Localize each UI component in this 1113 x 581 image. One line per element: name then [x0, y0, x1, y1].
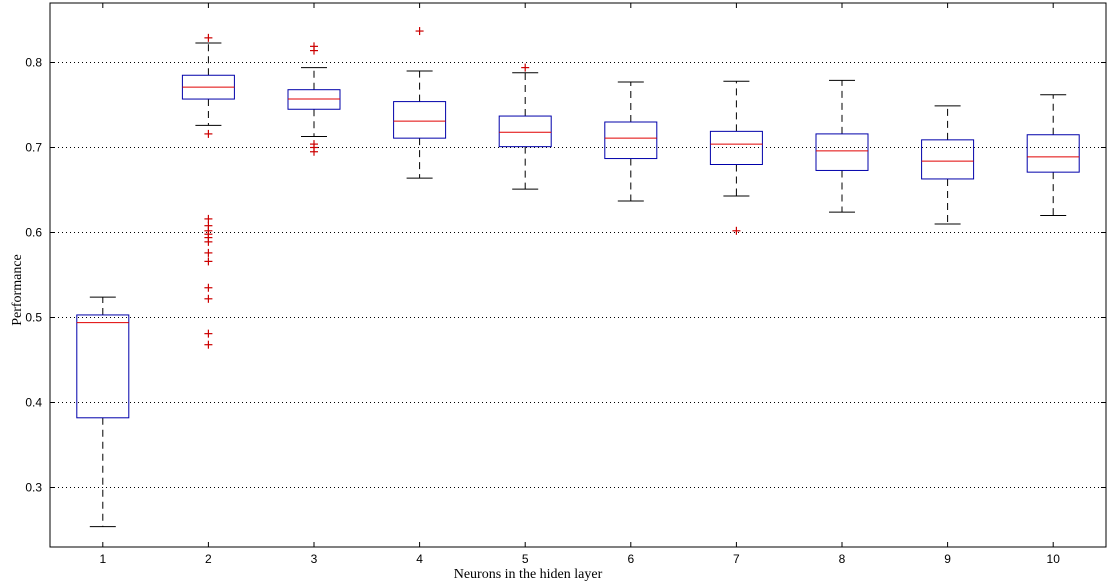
- box-9: [921, 105, 975, 225]
- outlier-series: [204, 27, 741, 349]
- interquartile-box: [921, 139, 975, 180]
- x-tick-label: 8: [839, 552, 846, 566]
- y-tick-label: 0.6: [25, 226, 42, 240]
- box-series: [76, 42, 1080, 528]
- x-axis-ticks: 1 2 3 4 5 6 7 8 9 10: [99, 3, 1060, 566]
- outlier-marker: [521, 63, 530, 72]
- outlier-marker: [204, 214, 213, 223]
- y-tick-label: 0.8: [25, 56, 42, 70]
- y-tick-label: 0.3: [25, 481, 42, 495]
- outlier-marker: [204, 283, 213, 292]
- interquartile-box: [498, 115, 552, 148]
- x-tick-label: 7: [733, 552, 740, 566]
- y-axis-ticks: 0.3 0.4 0.5 0.6 0.7 0.8: [25, 56, 1106, 495]
- x-axis-label: Neurons in the hiden layer: [454, 567, 603, 581]
- y-tick-label: 0.7: [25, 141, 42, 155]
- box-6: [604, 81, 658, 202]
- interquartile-box: [393, 101, 447, 139]
- outlier-marker: [204, 257, 213, 266]
- outlier-marker: [732, 226, 741, 235]
- box-10: [1026, 94, 1080, 216]
- box-3: [287, 67, 341, 137]
- outlier-marker: [204, 237, 213, 246]
- box-7: [709, 80, 763, 197]
- x-tick-label: 6: [627, 552, 634, 566]
- x-tick-label: 4: [416, 552, 423, 566]
- y-tick-label: 0.4: [25, 396, 42, 410]
- box-5: [498, 72, 552, 190]
- box-8: [815, 79, 869, 213]
- box-4: [393, 70, 447, 179]
- grid-lines: [50, 62, 1106, 488]
- outlier-marker: [310, 147, 318, 156]
- x-tick-label: 9: [944, 552, 951, 566]
- outlier-marker: [204, 129, 213, 138]
- interquartile-box: [815, 133, 869, 171]
- x-tick-label: 1: [99, 552, 106, 566]
- box-1: [76, 296, 130, 528]
- x-tick-label: 3: [311, 552, 318, 566]
- box-2: [181, 42, 235, 126]
- outlier-marker: [204, 33, 213, 42]
- x-tick-label: 2: [205, 552, 212, 566]
- outlier-marker: [310, 46, 318, 55]
- outlier-marker: [204, 248, 213, 257]
- outlier-marker: [204, 329, 213, 338]
- y-axis-label: Performance: [10, 254, 25, 326]
- interquartile-box: [604, 121, 658, 160]
- interquartile-box: [1026, 134, 1080, 173]
- x-tick-label: 5: [522, 552, 529, 566]
- outlier-marker: [204, 294, 213, 303]
- plot-area-frame: [49, 2, 1107, 548]
- y-tick-label: 0.5: [25, 311, 42, 325]
- interquartile-box: [76, 314, 130, 419]
- x-tick-label: 10: [1047, 552, 1061, 566]
- interquartile-box: [709, 130, 763, 166]
- outlier-marker: [204, 340, 213, 349]
- outlier-marker: [415, 27, 424, 36]
